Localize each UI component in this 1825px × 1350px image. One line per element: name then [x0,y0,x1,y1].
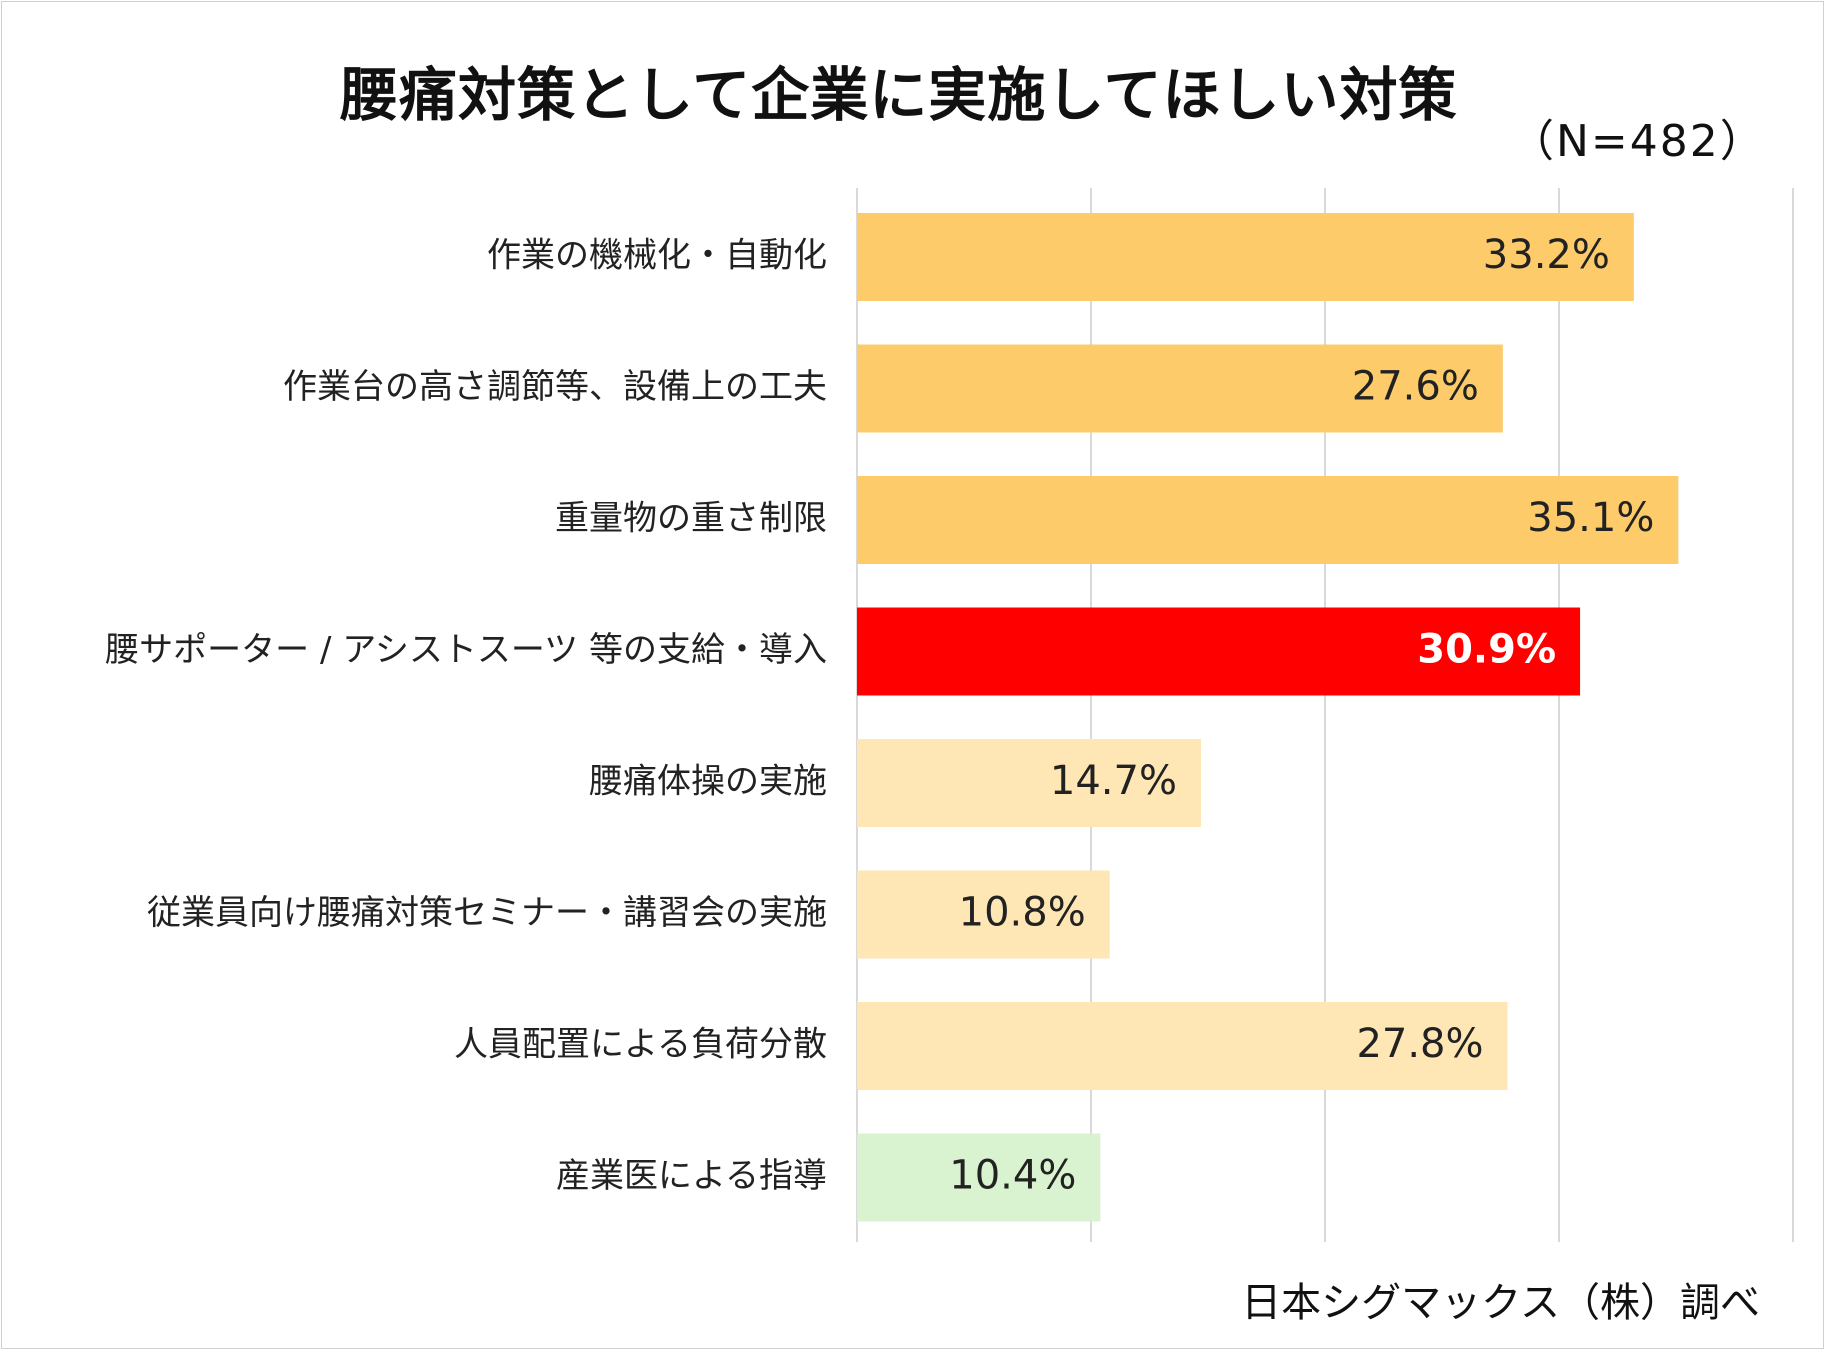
bar-2 [857,344,1503,433]
bar-7 [857,1002,1508,1090]
category-label-2: 作業台の高さ調節等、設備上の工夫 [283,367,827,407]
value-label-7: 27.8% [1356,1021,1483,1067]
value-label-5: 14.7% [1050,758,1177,804]
category-label-1: 作業の機械化・自動化 [487,236,827,276]
bar-6 [857,870,1110,959]
category-label-6: 従業員向け腰痛対策セミナー・講習会の実施 [147,893,827,933]
category-labels: 作業の機械化・自動化作業台の高さ調節等、設備上の工夫重量物の重さ制限腰サポーター… [105,236,827,1197]
chart-title: 腰痛対策として企業に実施してほしい対策 [340,61,1458,129]
bar-3 [857,476,1679,564]
value-label-3: 35.1% [1527,495,1654,541]
value-label-6: 10.8% [959,890,1086,936]
bars [857,213,1679,1222]
bar-4 [857,607,1581,696]
bar-5 [857,739,1201,827]
value-label-4: 30.9% [1417,627,1556,673]
value-labels: 33.2% 27.6% 35.1% 30.9% 14.7% 10.8% 27.8% 10.4% [949,232,1654,1199]
source-note: 日本シグマックス（株）調べ [1241,1280,1760,1326]
value-label-8: 10.4% [949,1153,1076,1199]
sample-size-label: （N=482） [1510,116,1766,167]
value-label-2: 27.6% [1352,364,1479,410]
value-label-1: 33.2% [1483,232,1610,278]
category-label-3: 重量物の重さ制限 [555,499,827,539]
bar-8 [857,1133,1101,1222]
category-label-7: 人員配置による負荷分散 [454,1025,827,1065]
bar-1 [857,213,1634,301]
category-label-4: 腰サポーター / アシストスーツ 等の支給・導入 [105,630,827,670]
category-label-5: 腰痛体操の実施 [589,762,827,802]
category-label-8: 産業医による指導 [556,1156,827,1196]
